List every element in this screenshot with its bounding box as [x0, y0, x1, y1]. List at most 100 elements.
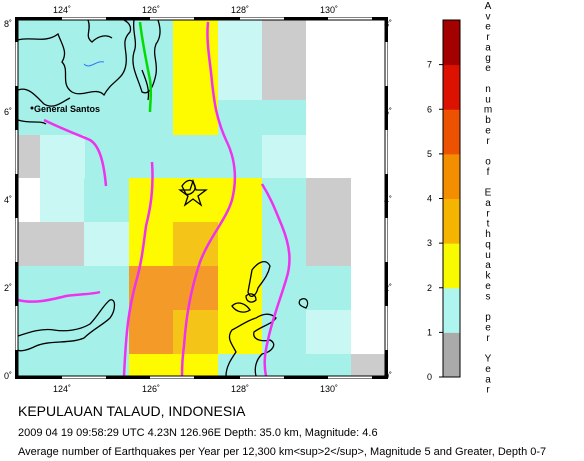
- legend-title-char: a: [485, 374, 491, 385]
- legend-title-char: r: [486, 333, 490, 344]
- coastline: [17, 88, 71, 107]
- coastline: [225, 313, 277, 377]
- legend-title-char: m: [484, 105, 492, 116]
- legend-title-char: e: [485, 125, 491, 136]
- legend-title-char: k: [486, 271, 492, 282]
- legend-title-char: e: [485, 22, 491, 33]
- seismicity-grid: [18, 20, 385, 376]
- grid-cell: [40, 135, 85, 178]
- legend-title-char: a: [485, 260, 491, 271]
- legend-title-char: A: [485, 1, 492, 12]
- legend-band: [443, 20, 460, 66]
- legend-band: [443, 332, 460, 378]
- island: [231, 302, 251, 313]
- grid-cell-nodata: [306, 178, 351, 222]
- legend-title-char: s: [486, 291, 491, 302]
- grid-cell: [129, 310, 173, 354]
- legend-title-char: o: [485, 157, 491, 168]
- legend-title-char: n: [485, 84, 491, 95]
- legend-tick-label: 1: [427, 327, 432, 337]
- legend-title-char: e: [485, 322, 491, 333]
- grid-cell: [173, 222, 218, 266]
- legend-title-char: q: [485, 239, 491, 250]
- lon-tick-label: 124˚: [53, 384, 71, 394]
- trench-line: [180, 21, 237, 377]
- legend-title-char: b: [485, 115, 491, 126]
- grid-cell: [129, 222, 173, 266]
- grid-cell: [84, 222, 129, 266]
- lon-tick-label: 130˚: [320, 384, 338, 394]
- legend-title-char: u: [485, 94, 491, 105]
- legend-band: [443, 64, 460, 110]
- lon-tick-label: 128˚: [231, 384, 249, 394]
- trench-line: [43, 118, 108, 187]
- lon-tick-label: 126˚: [142, 384, 160, 394]
- grid-cell: [129, 266, 218, 310]
- lon-tick-label: 128˚: [231, 5, 249, 15]
- legend-title-char: r: [486, 208, 490, 219]
- legend-ticks: 0 1 2 3 4 5 6 7: [427, 60, 443, 382]
- lon-labels-top: 124˚ 126˚ 128˚ 130˚: [53, 5, 338, 15]
- legend-title-char: p: [485, 312, 491, 323]
- trench-line: [17, 290, 101, 303]
- region-title: KEPULAUAN TALAUD, INDONESIA: [18, 403, 246, 419]
- lat-tick-label: 4˚: [4, 195, 12, 205]
- grid-cell: [40, 178, 84, 222]
- lon-tick-label: 126˚: [142, 5, 160, 15]
- legend-tick-label: 4: [427, 194, 432, 204]
- grid-cell: [18, 178, 40, 222]
- legend-band: [443, 198, 460, 244]
- seismicity-map: General Santos 124˚ 126˚ 128˚ 130˚ 124˚ …: [4, 1, 492, 396]
- grid-cell: [306, 310, 351, 354]
- map-frame: [15, 17, 388, 379]
- legend-tick-label: 3: [427, 238, 432, 248]
- legend-title-char: E: [485, 188, 492, 199]
- lon-tick-label: 130˚: [320, 5, 338, 15]
- legend-title-char: u: [485, 250, 491, 261]
- coastline: [141, 69, 150, 101]
- legend-band: [443, 153, 460, 199]
- grid-cell-nodata: [18, 135, 40, 178]
- legend-title-char: e: [485, 63, 491, 74]
- grid-cell: [262, 135, 306, 178]
- legend-tick-label: 6: [427, 104, 432, 114]
- legend-title-char: a: [485, 198, 491, 209]
- lat-labels-right: 0˚ 2˚ 4˚ 6˚ 8˚: [384, 19, 392, 381]
- trench-line: [260, 183, 291, 377]
- legend-title-char: a: [485, 42, 491, 53]
- legend-title-char: e: [485, 281, 491, 292]
- grid-cell-nodata: [351, 354, 385, 376]
- event-details: 2009 04 19 09:58:29 UTC 4.23N 126.96E De…: [18, 427, 378, 439]
- lat-tick-label: 8˚: [384, 19, 392, 29]
- map-figure: General Santos 124˚ 126˚ 128˚ 130˚ 124˚ …: [4, 1, 492, 396]
- legend-title-char: h: [485, 229, 491, 240]
- city-marker: [30, 106, 34, 110]
- island: [247, 260, 271, 297]
- grid-cell: [218, 310, 262, 354]
- lat-labels-left: 0˚ 2˚ 4˚ 6˚ 8˚: [4, 19, 12, 381]
- legend-title-char: f: [487, 167, 490, 178]
- coastline: [87, 19, 113, 43]
- star-icon: [178, 178, 208, 207]
- lat-tick-label: 2˚: [4, 283, 12, 293]
- island: [298, 298, 309, 309]
- lat-tick-label: 8˚: [4, 19, 12, 29]
- river: [83, 61, 105, 67]
- grid-cell-nodata: [262, 20, 306, 100]
- lat-tick-label: 0˚: [4, 371, 12, 381]
- grid-cell-nodata: [18, 222, 84, 266]
- legend-title-char: v: [486, 11, 491, 22]
- map-description: Average number of Earthquakes per Year p…: [18, 446, 547, 458]
- place-label: General Santos: [34, 104, 100, 114]
- legend-band: [443, 109, 460, 155]
- legend-title-char: t: [487, 219, 490, 230]
- legend-title-char: r: [486, 136, 490, 147]
- lat-tick-label: 6˚: [384, 107, 392, 117]
- lat-tick-label: 6˚: [4, 107, 12, 117]
- lat-tick-label: 4˚: [384, 195, 392, 205]
- legend-band: [443, 287, 460, 333]
- legend-color-bar: [443, 20, 460, 378]
- legend-tick-label: 0: [427, 372, 432, 382]
- lat-tick-label: 2˚: [384, 283, 392, 293]
